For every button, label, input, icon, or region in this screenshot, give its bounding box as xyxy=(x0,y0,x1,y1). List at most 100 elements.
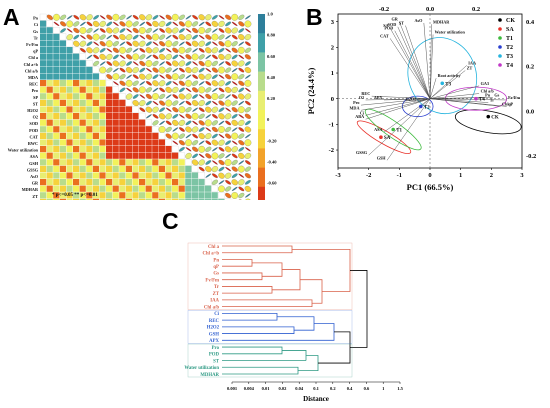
heatmap-ellipse xyxy=(238,160,245,165)
heatmap-ellipse xyxy=(145,100,152,106)
heatmap-diagonal-cell xyxy=(99,73,106,80)
group-point xyxy=(440,81,445,86)
heatmap-ellipse xyxy=(231,107,238,113)
heatmap-ellipse xyxy=(93,54,100,60)
heatmap-ellipse xyxy=(238,41,245,46)
heatmap-ellipse xyxy=(112,13,120,21)
heatmap-cell xyxy=(79,106,86,113)
heatmap-ellipse xyxy=(198,100,205,107)
loading-arrow xyxy=(423,22,431,99)
loading-label: H2O2 xyxy=(406,96,417,101)
heatmap-ellipse xyxy=(198,120,205,126)
heatmap-ellipse xyxy=(212,41,218,46)
heatmap-ellipse xyxy=(126,87,132,92)
heatmap-cell xyxy=(132,192,139,199)
colorbar-segment xyxy=(258,33,265,53)
heatmap-ellipse xyxy=(112,73,120,81)
heatmap-cell xyxy=(59,152,66,159)
heatmap-diagonal-cell xyxy=(224,198,232,200)
heatmap-ellipse xyxy=(113,21,119,26)
heatmap-cell xyxy=(145,132,152,139)
heatmap-cell xyxy=(139,119,146,126)
heatmap-cell xyxy=(79,93,86,100)
heatmap-ellipse xyxy=(198,94,205,99)
heatmap-diagonal-cell xyxy=(218,192,225,199)
heatmap-cell xyxy=(145,179,152,186)
heatmap-cell xyxy=(211,198,218,200)
heatmap-ellipse xyxy=(139,94,146,99)
heatmap-cell xyxy=(59,179,66,186)
loading-label: Root activity xyxy=(438,73,462,78)
heatmap-ellipse xyxy=(224,27,232,34)
heatmap-cell xyxy=(119,198,126,200)
heatmap-ellipse xyxy=(218,139,225,146)
heatmap-ellipse xyxy=(165,21,172,27)
heatmap-cell xyxy=(79,60,86,67)
heatmap-ellipse xyxy=(146,54,152,59)
heatmap-ellipse xyxy=(205,153,212,159)
heatmap-ellipse xyxy=(159,120,165,125)
heatmap-ellipse xyxy=(211,106,219,113)
heatmap-ellipse xyxy=(139,48,146,53)
colorbar-segment xyxy=(258,148,265,168)
heatmap-cell xyxy=(53,159,60,166)
heatmap-cell xyxy=(73,60,80,67)
confidence-ellipse xyxy=(407,37,477,114)
heatmap-cell xyxy=(73,172,80,179)
loading-arrow xyxy=(397,26,431,99)
heatmap-cell xyxy=(92,113,99,120)
heatmap-ellipse xyxy=(225,81,232,86)
loading-label: Water utilization xyxy=(435,30,466,35)
heatmap-ellipse xyxy=(211,33,219,41)
dendrogram-branch xyxy=(222,259,253,267)
heatmap-cell xyxy=(106,146,113,153)
heatmap-ellipse xyxy=(198,67,205,73)
legend-marker xyxy=(498,36,502,40)
heatmap-ellipse xyxy=(159,34,166,40)
heatmap-cell xyxy=(59,73,66,80)
heatmap-ellipse xyxy=(231,47,238,53)
heatmap-cell xyxy=(152,159,159,166)
heatmap-ellipse xyxy=(159,41,166,47)
heatmap-row-label: GR xyxy=(32,181,39,186)
heatmap-cell xyxy=(53,60,60,67)
heatmap-ellipse xyxy=(238,173,245,178)
heatmap-cell xyxy=(132,179,139,186)
heatmap-ellipse xyxy=(79,40,87,47)
legend-label: SA xyxy=(506,27,514,33)
heatmap-cell xyxy=(125,126,132,133)
heatmap-ellipse xyxy=(204,119,212,127)
heatmap-cell xyxy=(99,113,106,120)
heatmap-cell xyxy=(139,172,146,179)
panel-a-correlation-heatmap: A PnPnCiCiGsGsTrTrFv/FmFv/FmqPqPChl aChl… xyxy=(0,0,300,200)
dendrogram-leaf-label: Pn xyxy=(213,258,219,263)
heatmap-cell xyxy=(73,152,80,159)
heatmap-cell xyxy=(145,165,152,172)
heatmap-diagonal-cell xyxy=(119,93,126,100)
heatmap-ellipse xyxy=(172,41,179,47)
heatmap-cell xyxy=(165,192,172,199)
heatmap-ellipse xyxy=(211,114,218,119)
heatmap-cell xyxy=(125,198,132,200)
y-tick-label: 1 xyxy=(331,70,334,77)
heatmap-ellipse xyxy=(231,81,238,86)
heatmap-ellipse xyxy=(66,34,73,41)
heatmap-diagonal-cell xyxy=(211,185,218,192)
heatmap-cell xyxy=(139,132,146,139)
heatmap-cell xyxy=(112,99,119,106)
heatmap-ellipse xyxy=(211,15,218,20)
dendrogram-branch xyxy=(222,299,313,308)
heatmap-cell xyxy=(86,86,93,93)
heatmap-ellipse xyxy=(145,93,152,100)
heatmap-ellipse xyxy=(159,87,166,93)
heatmap-cell xyxy=(66,80,73,87)
heatmap-ellipse xyxy=(126,74,132,79)
heatmap-ellipse xyxy=(231,114,238,119)
heatmap-ellipse xyxy=(139,35,146,40)
heatmap-cell xyxy=(66,165,73,172)
heatmap-ellipse xyxy=(192,27,199,34)
heatmap-cell xyxy=(66,132,73,139)
heatmap-ellipse xyxy=(185,107,192,113)
legend-marker xyxy=(498,54,502,58)
heatmap-ellipse xyxy=(159,100,166,106)
